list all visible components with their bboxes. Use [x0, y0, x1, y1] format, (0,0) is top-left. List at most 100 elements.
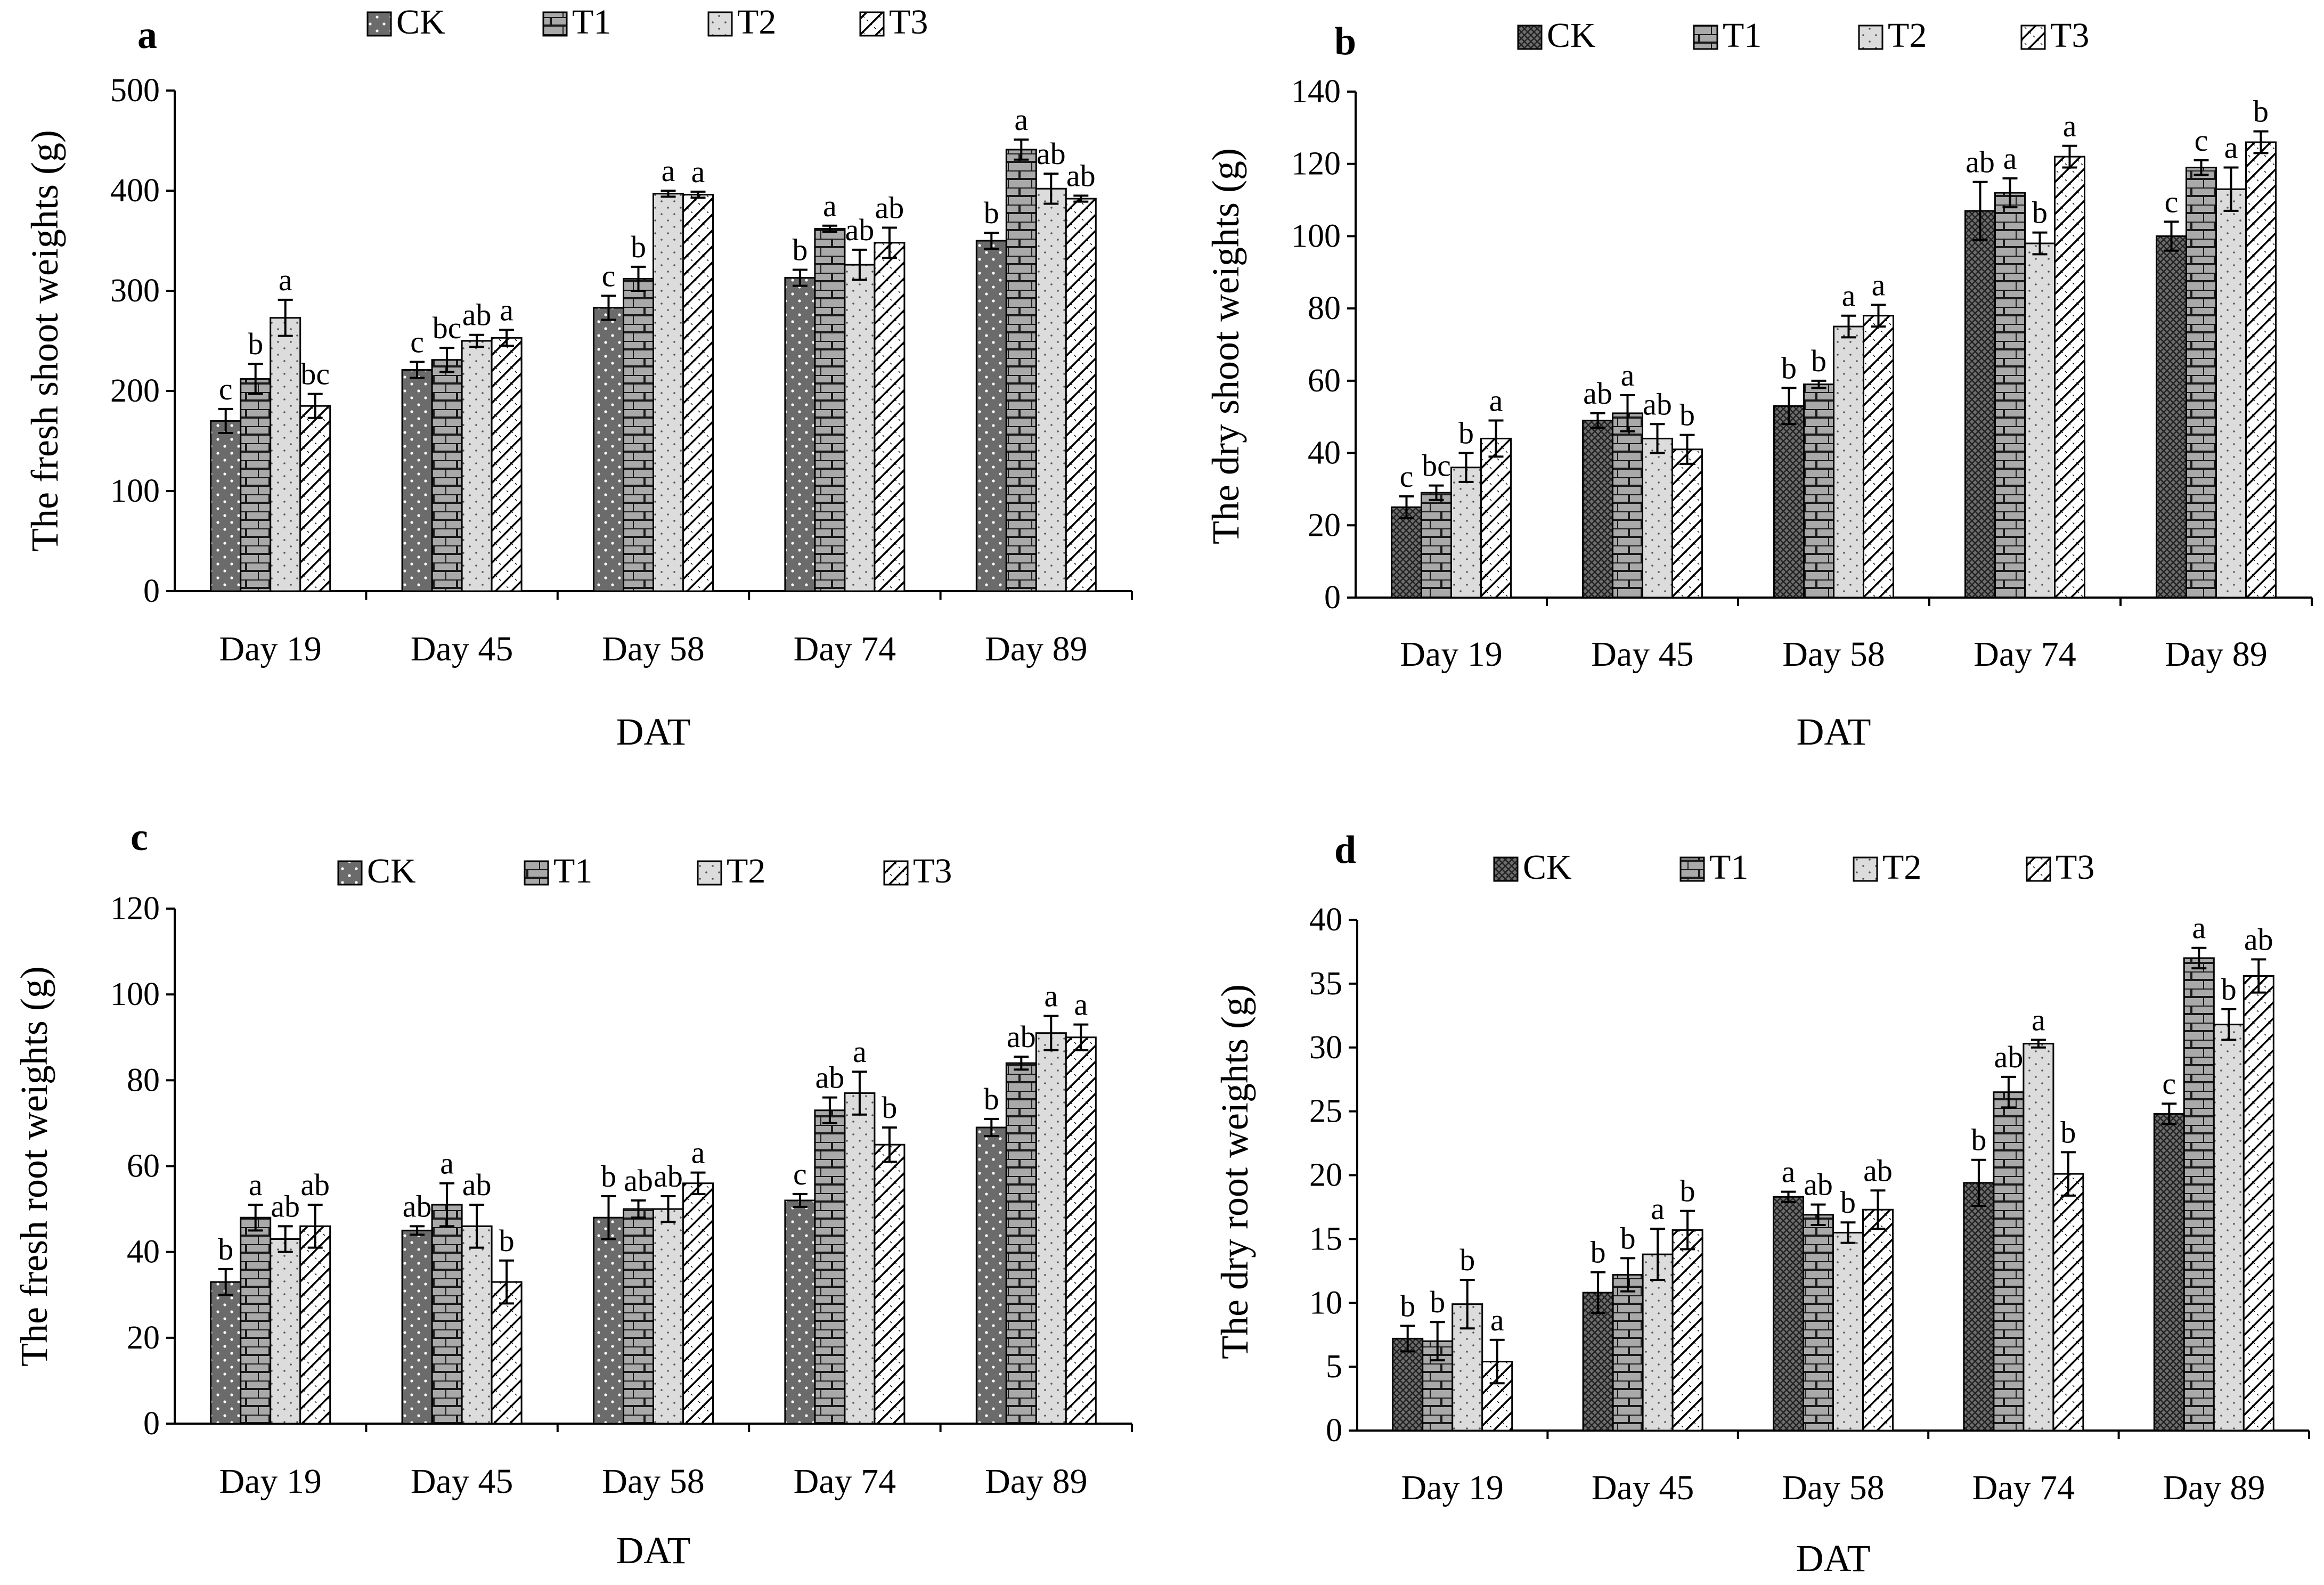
bar: [623, 1208, 654, 1425]
significance-label: b: [1458, 416, 1474, 451]
significance-label: a: [1044, 978, 1058, 1013]
legend-swatch: [1493, 856, 1519, 882]
bar: [975, 240, 1007, 592]
legend-label: T1: [1723, 16, 1762, 55]
y-tick-label: 35: [1309, 966, 1342, 1002]
x-category-label: Day 74: [1974, 635, 2076, 674]
x-category-label: Day 19: [219, 1462, 321, 1501]
legend-label: CK: [1523, 848, 1572, 887]
panel-d-dry-root-weights: d 0 5 10 15 20 25 30 35 40 The dry root weights (g…: [1213, 828, 2310, 1580]
bar: [2243, 975, 2274, 1432]
significance-label: ab: [403, 1189, 432, 1223]
bar: [814, 227, 846, 592]
bar: [844, 264, 876, 592]
bar: [593, 1216, 624, 1425]
significance-label: a: [1490, 1303, 1504, 1337]
y-tick-label: 100: [1291, 218, 1341, 254]
y-tick-label: 40: [1309, 902, 1342, 938]
y-tick-label: 120: [110, 890, 160, 927]
significance-label: a: [853, 1034, 867, 1069]
bar: [2054, 156, 2085, 599]
x-category-label: Day 89: [985, 1462, 1087, 1501]
legend-swatch: [337, 860, 363, 886]
y-tick-label: 20: [1308, 507, 1341, 543]
significance-label: a: [1489, 383, 1503, 418]
significance-label: b: [1971, 1123, 1986, 1157]
bar: [431, 1204, 463, 1425]
significance-label: b: [1781, 350, 1797, 385]
significance-label: b: [1840, 1185, 1856, 1220]
x-category-label: Day 45: [411, 1462, 513, 1501]
bar: [1450, 467, 1482, 599]
significance-label: c: [2165, 184, 2179, 219]
significance-label: ab: [1583, 376, 1612, 411]
bar: [1773, 405, 1805, 599]
x-category-label: Day 74: [794, 630, 896, 668]
significance-label: c: [2162, 1066, 2176, 1101]
legend-label: T3: [2050, 16, 2089, 55]
significance-label: a: [2224, 130, 2238, 165]
bar: [431, 359, 463, 592]
bar: [1421, 492, 1452, 599]
bar: [975, 1126, 1007, 1425]
y-axis-title: The dry shoot weights (g): [1204, 148, 1247, 544]
bar: [1005, 149, 1037, 592]
significance-label: bc: [300, 357, 330, 391]
y-tick-label: 20: [1309, 1157, 1342, 1194]
legend-swatch: [2026, 856, 2051, 882]
bar: [2153, 1113, 2185, 1432]
bar: [240, 1216, 272, 1425]
significance-label: ab: [1966, 145, 1995, 179]
x-axis-title: DAT: [1796, 1537, 1871, 1580]
legend-label: T3: [2056, 848, 2094, 887]
bar: [874, 242, 906, 592]
y-tick-label: 500: [110, 72, 160, 109]
x-category-label: Day 19: [1400, 635, 1502, 674]
significance-label: a: [1014, 102, 1028, 137]
bar: [299, 405, 331, 592]
bar: [784, 277, 816, 592]
x-axis-title: DAT: [616, 710, 691, 753]
y-tick-label: 30: [1309, 1030, 1342, 1066]
bar: [461, 340, 493, 592]
bar: [1963, 1182, 1995, 1432]
significance-label: a: [1621, 358, 1635, 393]
legend-swatch: [1858, 24, 1883, 50]
bar: [2052, 1173, 2084, 1432]
y-tick-label: 15: [1309, 1221, 1342, 1257]
bar: [1833, 325, 1864, 599]
legend-label: CK: [396, 3, 445, 42]
x-category-label: Day 45: [1591, 635, 1693, 674]
panel-letter: d: [1334, 828, 1356, 872]
significance-label: ab: [1007, 1019, 1036, 1054]
y-axis-title: The fresh root weights (g): [13, 966, 55, 1367]
bar: [1391, 506, 1422, 599]
bar: [1671, 1229, 1703, 1432]
legend-label: T2: [727, 852, 765, 890]
panel-a-fresh-shoot-weights: a 0 100 200 300 400 500 The fresh shoot weights…: [23, 3, 1133, 753]
x-category-label: Day 58: [1782, 1468, 1884, 1507]
significance-label: c: [219, 372, 233, 406]
y-tick-label: 100: [110, 976, 160, 1012]
bar: [401, 1229, 433, 1425]
legend-label: CK: [367, 852, 416, 890]
bar: [653, 193, 684, 592]
x-category-label: Day 45: [1592, 1468, 1694, 1507]
significance-label: c: [602, 258, 616, 293]
bar: [1862, 1208, 1894, 1432]
significance-label: b: [1430, 1285, 1445, 1319]
significance-label: a: [1872, 267, 1886, 302]
legend-swatch: [883, 860, 909, 886]
bar: [2023, 1043, 2054, 1432]
significance-label: a: [691, 1135, 705, 1170]
significance-label: b: [1400, 1288, 1415, 1323]
y-axis-title: The fresh shoot weights (g): [23, 130, 66, 552]
bar: [844, 1092, 876, 1425]
significance-label: ab: [271, 1189, 300, 1223]
y-tick-label: 25: [1309, 1093, 1342, 1130]
significance-label: ab: [654, 1159, 683, 1194]
significance-label: b: [882, 1090, 897, 1125]
legend-swatch: [1853, 856, 1878, 882]
significance-label: b: [1679, 398, 1695, 432]
y-tick-label: 100: [110, 473, 160, 509]
